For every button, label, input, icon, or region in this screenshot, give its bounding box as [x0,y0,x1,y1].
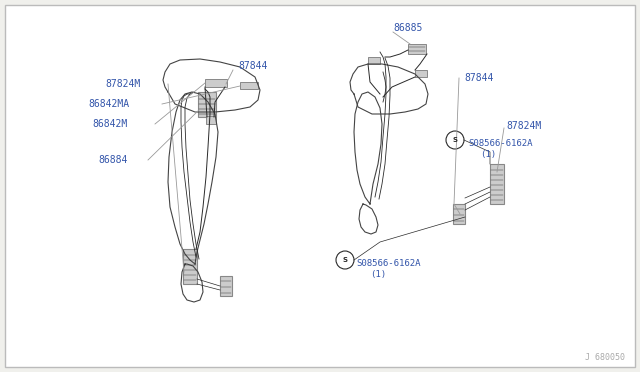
Bar [220,276,232,296]
Bar [453,204,465,224]
Text: 86842MA: 86842MA [88,99,129,109]
Text: 87824M: 87824M [105,79,140,89]
Circle shape [336,251,354,269]
Text: (1): (1) [480,150,496,158]
Text: J 680050: J 680050 [585,353,625,362]
Text: S: S [342,257,348,263]
Text: 87824M: 87824M [506,121,541,131]
Bar [415,70,427,77]
Text: S: S [452,137,458,143]
Text: (1): (1) [370,269,386,279]
Text: 86842M: 86842M [92,119,127,129]
Text: S08566-6162A: S08566-6162A [356,260,420,269]
Text: 86884: 86884 [98,155,127,165]
Bar [206,116,216,124]
Text: 87844: 87844 [464,73,493,83]
Bar [408,44,426,54]
Bar [368,57,380,64]
Bar [205,79,227,87]
Bar [490,164,504,204]
Text: 87844: 87844 [238,61,268,71]
Text: 86885: 86885 [393,23,422,33]
Bar [240,82,258,89]
Bar [198,92,216,117]
Bar [183,249,197,284]
Text: S08566-6162A: S08566-6162A [468,140,532,148]
Circle shape [446,131,464,149]
